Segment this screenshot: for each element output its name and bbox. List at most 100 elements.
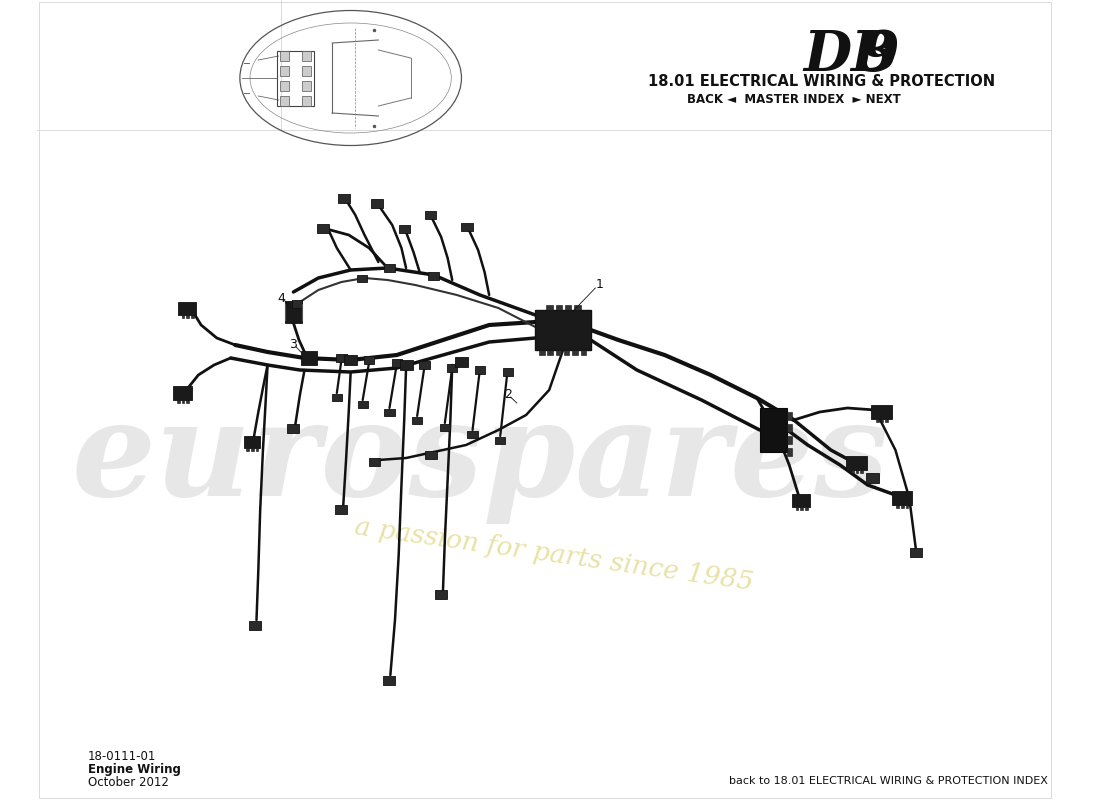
Bar — [896, 505, 899, 508]
Bar — [301, 96, 311, 106]
Bar — [866, 473, 879, 483]
Bar — [255, 448, 258, 451]
Bar — [186, 314, 189, 318]
Bar — [455, 357, 468, 367]
Bar — [801, 506, 803, 510]
Bar — [536, 310, 591, 350]
Bar — [392, 358, 402, 366]
Text: 1: 1 — [596, 278, 604, 291]
Bar — [910, 547, 922, 557]
Bar — [503, 368, 513, 376]
Bar — [384, 409, 395, 415]
Bar — [495, 437, 505, 443]
Bar — [277, 51, 313, 106]
Bar — [425, 211, 436, 219]
Bar — [901, 505, 904, 508]
Bar — [876, 419, 879, 422]
Bar — [279, 66, 289, 76]
Bar — [177, 400, 180, 403]
Bar — [892, 491, 912, 505]
Bar — [364, 357, 374, 364]
Bar — [279, 81, 289, 91]
Bar — [851, 470, 854, 473]
Bar — [468, 430, 477, 438]
Text: 3: 3 — [289, 338, 297, 351]
Text: 2: 2 — [504, 389, 512, 402]
Bar — [191, 314, 194, 318]
Bar — [556, 350, 561, 355]
Bar — [556, 305, 562, 310]
Bar — [300, 351, 318, 365]
Bar — [886, 419, 888, 422]
Bar — [301, 81, 311, 91]
Bar — [788, 424, 792, 432]
Bar — [182, 400, 185, 403]
Bar — [174, 386, 191, 400]
Bar — [905, 505, 909, 508]
Text: BACK ◄  MASTER INDEX  ► NEXT: BACK ◄ MASTER INDEX ► NEXT — [688, 93, 901, 106]
Bar — [371, 198, 383, 207]
Bar — [419, 362, 430, 370]
Bar — [426, 451, 437, 459]
Bar — [448, 363, 458, 371]
Bar — [788, 436, 792, 444]
Text: eurospares: eurospares — [72, 395, 889, 525]
Bar — [301, 51, 311, 61]
Bar — [760, 408, 788, 452]
Text: Engine Wiring: Engine Wiring — [88, 763, 180, 776]
Bar — [251, 448, 254, 451]
Bar — [301, 66, 311, 76]
Bar — [344, 355, 358, 365]
Bar — [399, 360, 412, 370]
Bar — [462, 223, 473, 231]
Bar — [860, 470, 864, 473]
Bar — [428, 272, 439, 280]
Bar — [358, 401, 367, 407]
Bar — [182, 314, 185, 318]
Bar — [332, 394, 342, 401]
Bar — [384, 264, 395, 272]
Bar — [370, 458, 381, 466]
Text: 9: 9 — [860, 28, 899, 83]
Bar — [440, 423, 450, 430]
Bar — [856, 470, 858, 473]
Bar — [412, 417, 422, 423]
Bar — [249, 621, 261, 630]
Bar — [436, 590, 448, 598]
Bar — [871, 405, 892, 419]
Bar — [317, 223, 329, 233]
Bar — [279, 96, 289, 106]
Text: 18.01 ELECTRICAL WIRING & PROTECTION: 18.01 ELECTRICAL WIRING & PROTECTION — [648, 74, 996, 89]
Bar — [792, 494, 811, 506]
Bar — [475, 366, 485, 374]
Bar — [788, 412, 792, 420]
Bar — [398, 225, 410, 233]
Text: a passion for parts since 1985: a passion for parts since 1985 — [353, 514, 755, 595]
Bar — [356, 274, 366, 282]
Bar — [795, 506, 799, 510]
Bar — [564, 350, 570, 355]
Bar — [539, 350, 544, 355]
Bar — [336, 505, 348, 514]
Bar — [847, 456, 867, 470]
Text: 4: 4 — [277, 291, 285, 305]
Bar — [292, 300, 302, 308]
Bar — [279, 51, 289, 61]
Bar — [565, 305, 571, 310]
Bar — [243, 436, 261, 448]
Bar — [581, 350, 586, 355]
Bar — [287, 423, 299, 433]
Bar — [572, 350, 578, 355]
Bar — [805, 506, 807, 510]
Text: October 2012: October 2012 — [88, 776, 168, 789]
Text: DB: DB — [803, 28, 898, 83]
Bar — [574, 305, 581, 310]
Bar — [881, 419, 883, 422]
Bar — [186, 400, 189, 403]
Bar — [246, 448, 249, 451]
Bar — [285, 301, 301, 323]
Text: 18-0111-01: 18-0111-01 — [88, 750, 156, 763]
Bar — [548, 350, 553, 355]
Bar — [338, 194, 350, 202]
Bar — [547, 305, 553, 310]
